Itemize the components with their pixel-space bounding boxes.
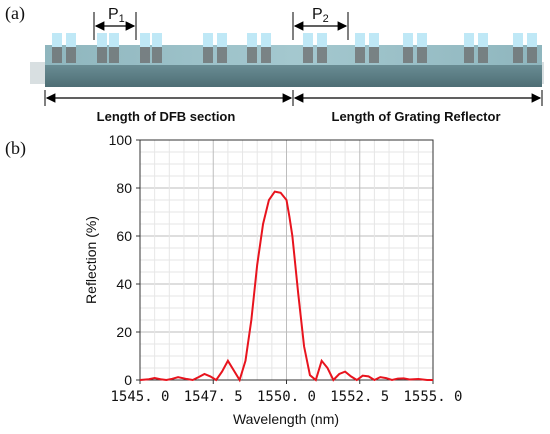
grating-tooth — [527, 33, 537, 47]
grating-tooth — [369, 33, 379, 47]
y-tick-label: 100 — [109, 132, 133, 148]
x-tick-label: 1545. 0 — [110, 389, 169, 405]
reflection-spectrum-chart: 0 20 40 60 80 100 1545. 0 1547. 5 1550. 0 1552. 5… — [83, 132, 463, 427]
grating-groove — [369, 47, 379, 63]
dfb-section-label: Length of DFB section — [97, 109, 236, 124]
reflection-series-line — [139, 190, 433, 383]
x-tick-label: 1547. 5 — [184, 389, 243, 405]
period-2-subscript: 2 — [323, 13, 329, 25]
y-tick-label: 60 — [116, 228, 132, 244]
grating-groove — [478, 47, 488, 63]
y-tick-label: 0 — [124, 372, 132, 388]
grating-groove — [203, 47, 213, 63]
grating-groove — [66, 47, 76, 63]
period-1-subscript: 1 — [119, 13, 125, 25]
grating-tooth — [261, 33, 271, 47]
x-tick-label: 1552. 5 — [330, 389, 389, 405]
grating-groove — [303, 47, 313, 63]
grating-groove — [403, 47, 413, 63]
y-tick-label: 80 — [116, 180, 132, 196]
grating-tooth — [140, 33, 150, 47]
grating-groove — [417, 47, 427, 63]
grating-groove — [217, 47, 227, 63]
y-axis-label: Reflection (%) — [83, 216, 99, 304]
grating-tooth — [97, 33, 107, 47]
grating-tooth — [355, 33, 365, 47]
grating-groove — [140, 47, 150, 63]
chart-ticks: 0 20 40 60 80 100 1545. 0 1547. 5 1550. 0 1552. 5… — [109, 132, 463, 405]
grating-groove — [109, 47, 119, 63]
period-1-label: P21 — [108, 6, 125, 25]
grating-structure-diagram: P21 P2 Length of DFB section Length of G… — [30, 6, 544, 124]
grating-groove — [152, 47, 162, 63]
y-tick-label: 40 — [116, 276, 132, 292]
grating-groove — [247, 47, 257, 63]
grating-tooth — [203, 33, 213, 47]
grating-tooth — [317, 33, 327, 47]
grating-tooth — [403, 33, 413, 47]
panel-b-label: (b) — [5, 138, 26, 158]
y-tick-label: 20 — [116, 324, 132, 340]
grating-tooth — [152, 33, 162, 47]
grating-groove — [52, 47, 62, 63]
chart-grid — [139, 139, 434, 381]
grating-groove — [527, 47, 537, 63]
grating-groove — [97, 47, 107, 63]
grating-tooth — [513, 33, 523, 47]
grating-groove — [261, 47, 271, 63]
period-2-label: P2 — [312, 6, 329, 25]
grating-tooth — [247, 33, 257, 47]
grating-groove — [355, 47, 365, 63]
grating-tooth — [217, 33, 227, 47]
grating-reflector-label: Length of Grating Reflector — [332, 109, 501, 124]
grating-groove — [317, 47, 327, 63]
grating-tooth — [417, 33, 427, 47]
grating-groove — [513, 47, 523, 63]
x-tick-label: 1555. 0 — [403, 389, 462, 405]
grating-tooth — [66, 33, 76, 47]
x-tick-label: 1550. 0 — [257, 389, 316, 405]
grating-teeth — [52, 33, 537, 63]
grating-tooth — [303, 33, 313, 47]
grating-tooth — [464, 33, 474, 47]
grating-tooth — [109, 33, 119, 47]
grating-tooth — [478, 33, 488, 47]
grating-groove — [464, 47, 474, 63]
panel-a-label: (a) — [5, 3, 25, 23]
x-axis-label: Wavelength (nm) — [233, 411, 339, 427]
grating-tooth — [52, 33, 62, 47]
